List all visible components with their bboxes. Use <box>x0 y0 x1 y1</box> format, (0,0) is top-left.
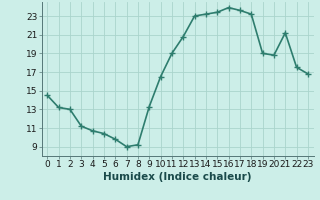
X-axis label: Humidex (Indice chaleur): Humidex (Indice chaleur) <box>103 172 252 182</box>
